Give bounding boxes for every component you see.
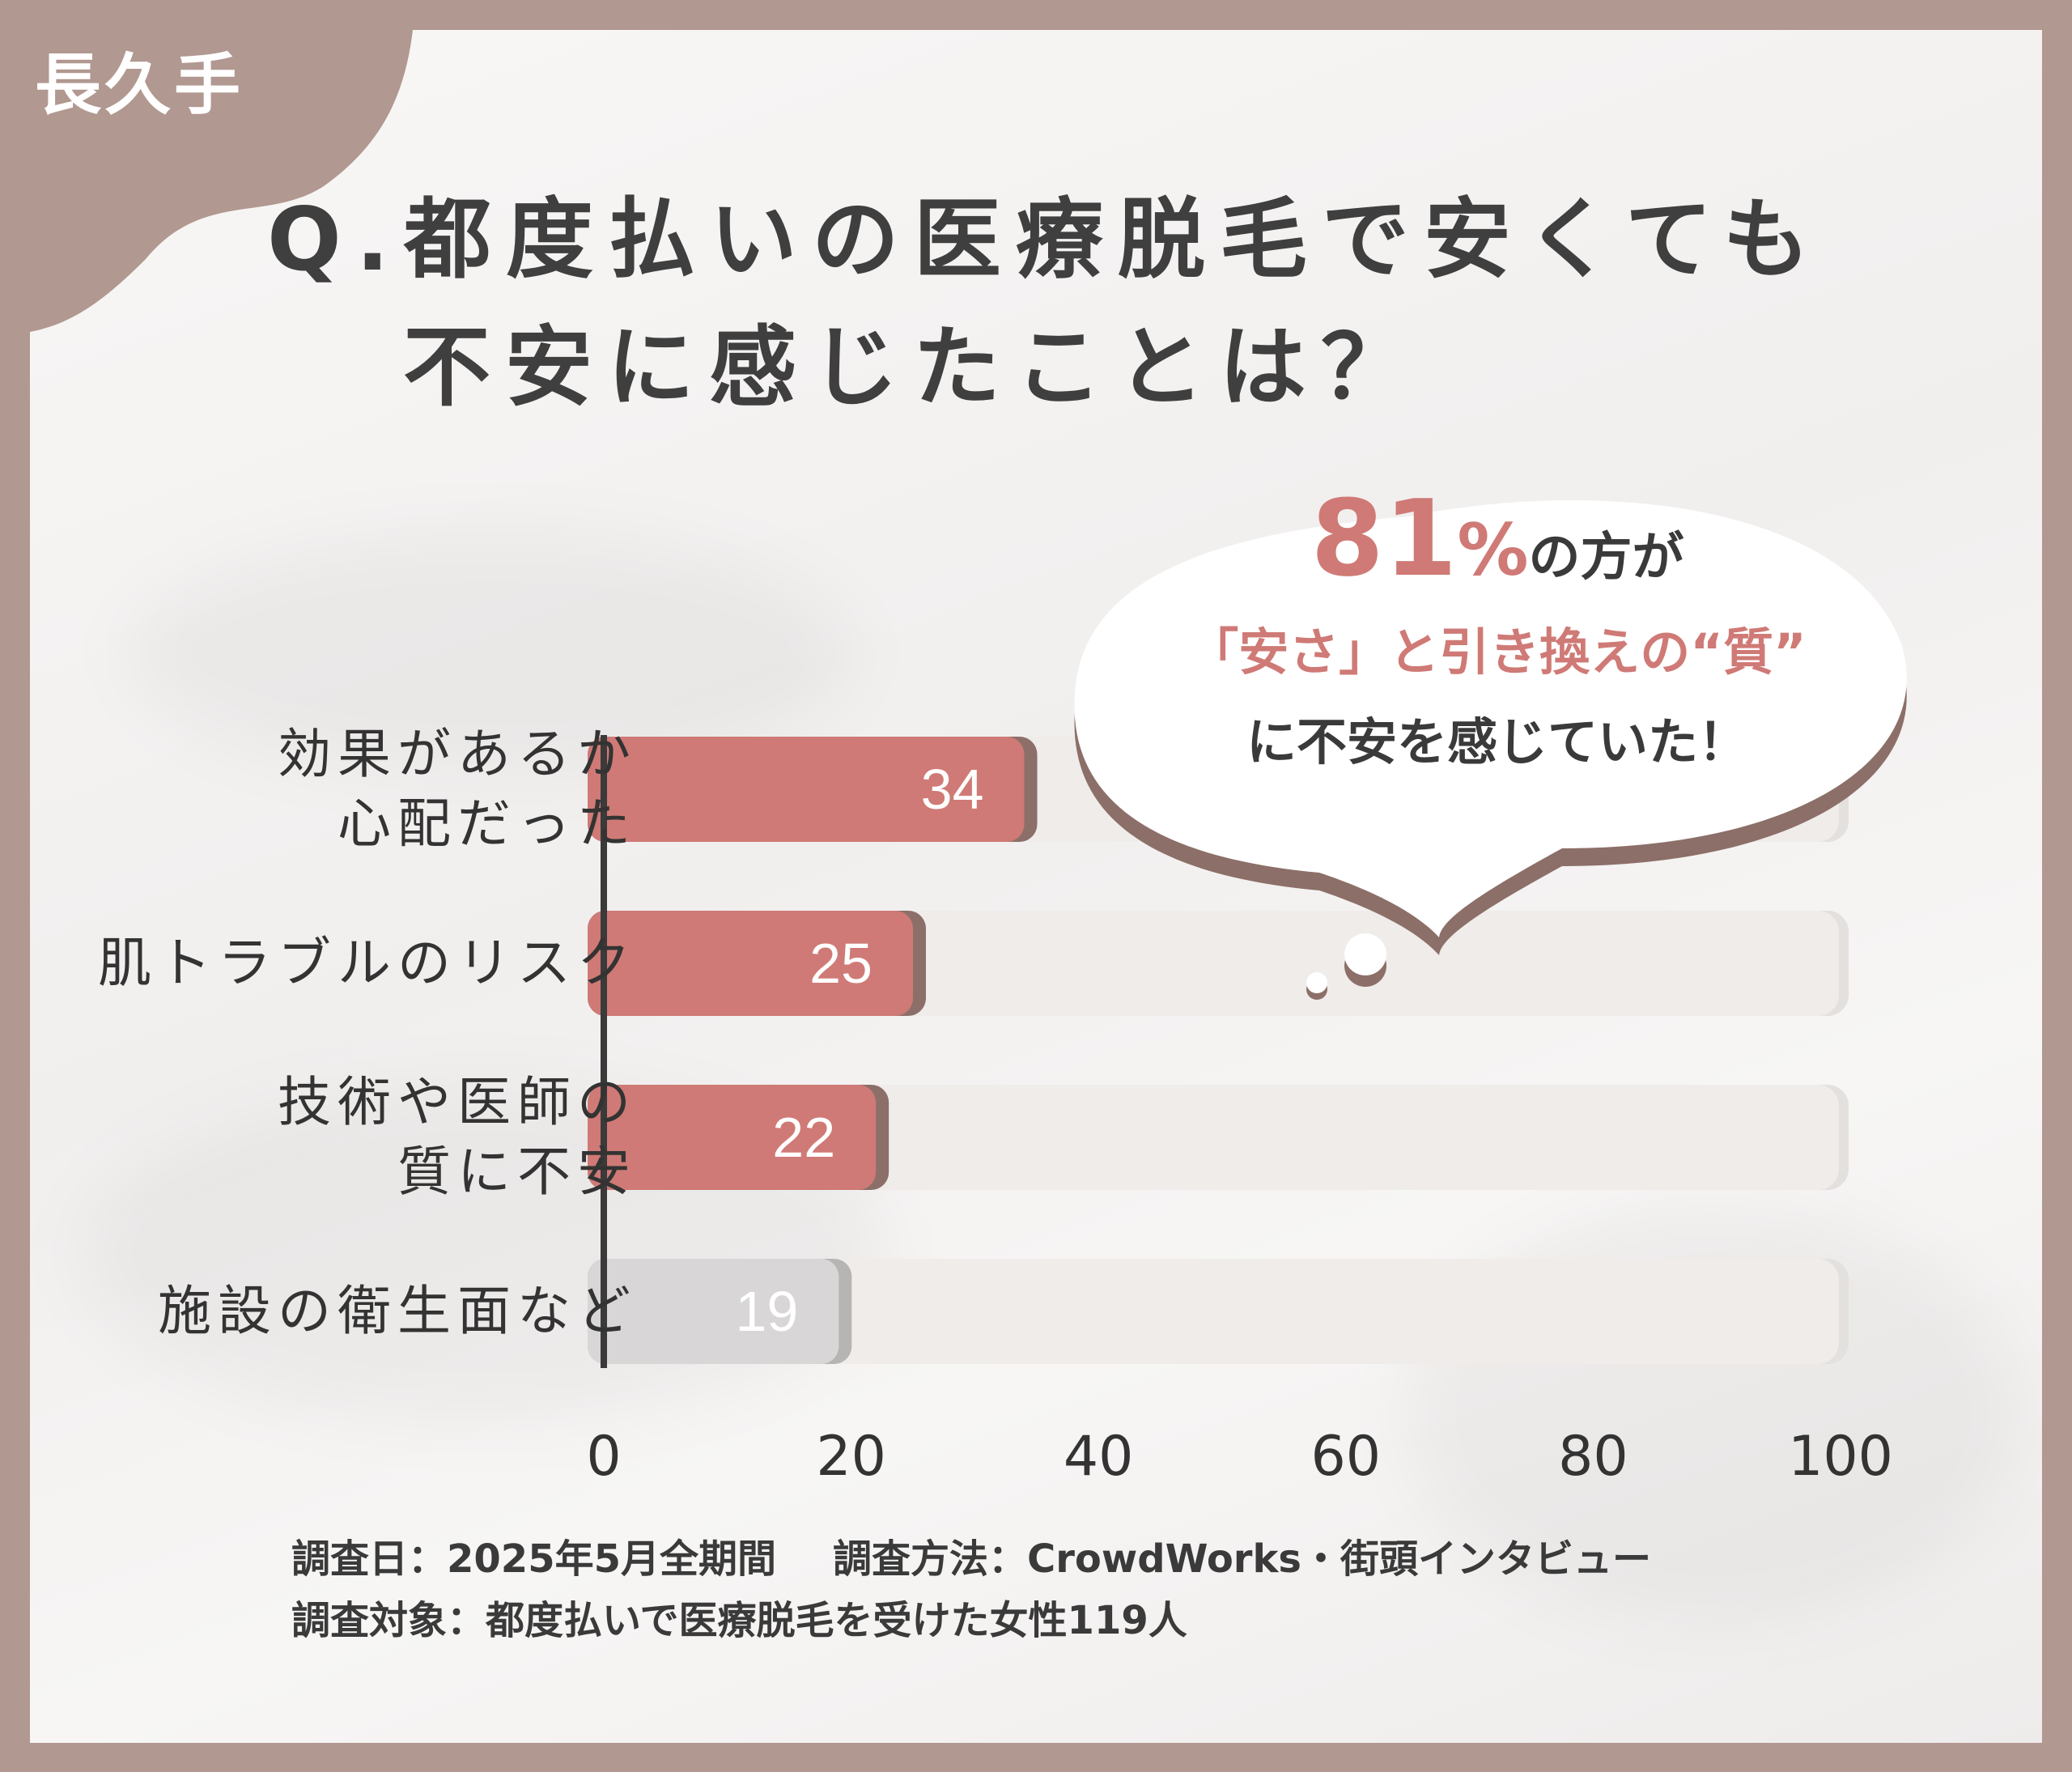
title-line-1: Q.都度払いの医療脱毛で安くても (267, 189, 1825, 291)
callout-line-1-rest: の方が (1528, 528, 1684, 588)
survey-target: 調査対象：都度払いで医療脱毛を受けた女性119人 (291, 1598, 1187, 1643)
infographic-card (30, 30, 2042, 1743)
x-tick-label: 20 (816, 1425, 886, 1489)
x-tick-label: 100 (1788, 1425, 1893, 1489)
bar (588, 1259, 839, 1364)
speech-bubble (1074, 499, 1907, 1000)
survey-date: 調査日：2025年5月全期間 (291, 1536, 776, 1582)
title-line-2: 不安に感じたことは？ (403, 317, 1424, 419)
bar-value-label: 22 (772, 1106, 835, 1169)
bar (588, 911, 913, 1016)
callout-line-1: 81%の方が (1085, 486, 1910, 602)
bar-value-label: 19 (735, 1280, 798, 1343)
callout-line-3: に不安を感じていた！ (1246, 712, 1748, 771)
category-label: 施設の衛生面など (158, 1280, 637, 1342)
x-tick-label: 0 (586, 1425, 622, 1489)
callout-percentage: 81 (1310, 477, 1458, 600)
brand-corner-shape (30, 30, 413, 332)
callout-text: 81%の方が 「安さ」と引き換えの“質” に不安を感じていた！ (1085, 486, 1910, 787)
bar (588, 1085, 877, 1190)
survey-method: 調査方法：CrowdWorks・街頭インタビュー (833, 1536, 1651, 1582)
bar-track (588, 1085, 1839, 1190)
callout-line-2: 「安さ」と引き換えの“質” (1188, 623, 1807, 682)
bar-track (588, 1259, 1839, 1364)
x-tick-label: 60 (1310, 1425, 1382, 1489)
x-tick-label: 80 (1558, 1425, 1628, 1489)
callout-percent-sign: % (1457, 508, 1529, 592)
category-label: 肌トラブルのリスク (98, 932, 637, 994)
bar-value-label: 34 (921, 758, 984, 821)
x-tick-label: 40 (1063, 1425, 1134, 1489)
page-title: Q.都度払いの医療脱毛で安くても 不安に感じたことは？ (267, 176, 1967, 432)
bar (588, 737, 1025, 842)
survey-footer: 調査日：2025年5月全期間 調査方法：CrowdWorks・街頭インタビュー 調… (291, 1528, 1651, 1651)
bar-value-label: 25 (809, 932, 873, 995)
brand-logo-text: 長久手 (35, 47, 244, 124)
category-label: 技術や医師の 質に不安 (278, 1071, 637, 1203)
category-label: 効果があるか 心配だった (278, 723, 637, 855)
